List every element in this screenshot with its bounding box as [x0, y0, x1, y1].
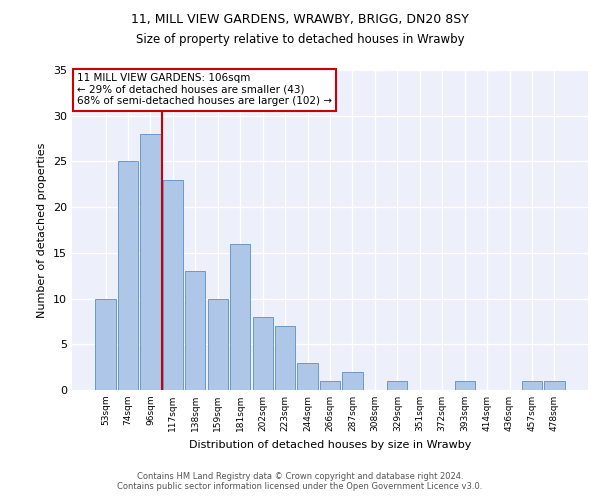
Bar [343, 372, 362, 390]
Bar [230, 244, 250, 390]
Bar [522, 381, 542, 390]
Bar [387, 381, 407, 390]
Bar [163, 180, 183, 390]
Bar [140, 134, 161, 390]
Bar [95, 298, 116, 390]
Bar [208, 298, 228, 390]
Text: 11, MILL VIEW GARDENS, WRAWBY, BRIGG, DN20 8SY: 11, MILL VIEW GARDENS, WRAWBY, BRIGG, DN… [131, 12, 469, 26]
Bar [118, 162, 138, 390]
Text: Contains public sector information licensed under the Open Government Licence v3: Contains public sector information licen… [118, 482, 482, 491]
Bar [544, 381, 565, 390]
Bar [298, 362, 317, 390]
Text: 11 MILL VIEW GARDENS: 106sqm
← 29% of detached houses are smaller (43)
68% of se: 11 MILL VIEW GARDENS: 106sqm ← 29% of de… [77, 73, 332, 106]
Bar [253, 317, 273, 390]
Bar [320, 381, 340, 390]
Text: Size of property relative to detached houses in Wrawby: Size of property relative to detached ho… [136, 32, 464, 46]
Bar [275, 326, 295, 390]
Bar [185, 271, 205, 390]
Bar [455, 381, 475, 390]
Y-axis label: Number of detached properties: Number of detached properties [37, 142, 47, 318]
X-axis label: Distribution of detached houses by size in Wrawby: Distribution of detached houses by size … [189, 440, 471, 450]
Text: Contains HM Land Registry data © Crown copyright and database right 2024.: Contains HM Land Registry data © Crown c… [137, 472, 463, 481]
